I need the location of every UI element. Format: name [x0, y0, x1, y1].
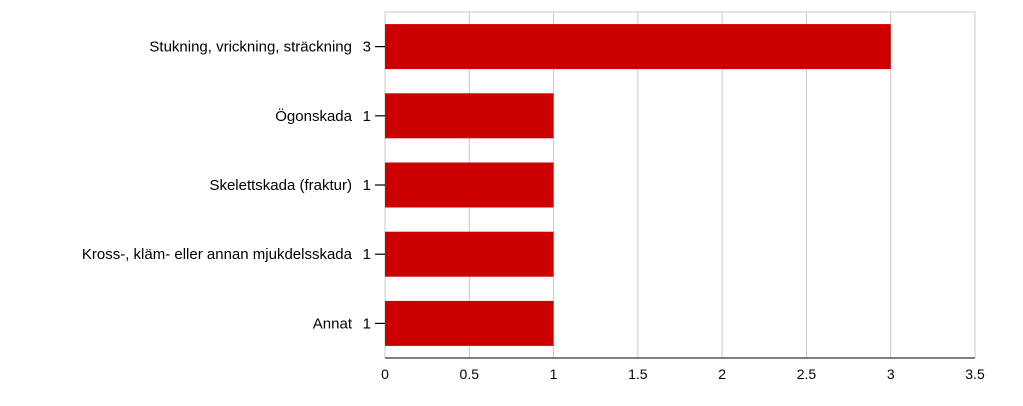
bar: [385, 93, 554, 139]
category-label: Kross-, kläm- eller annan mjukdelsskada: [82, 246, 353, 263]
bar-value-label: 1: [363, 315, 371, 332]
x-tick-label: 3.5: [965, 366, 985, 382]
bar-value-label: 3: [363, 39, 371, 56]
x-tick-label: 1: [550, 366, 558, 382]
bars: [385, 24, 891, 346]
x-tick-label: 3: [887, 366, 895, 382]
category-label: Ögonskada: [275, 107, 352, 125]
labels: 0 0.5 1 1.5 2 2.5 3 3.5 3 Stukning, vrickning, st…: [82, 39, 985, 382]
x-tick-label: 0: [381, 366, 389, 382]
grid-lines: [384, 11, 976, 359]
bar-value-label: 1: [363, 108, 371, 125]
category-label: Stukning, vrickning, sträckning: [149, 39, 352, 56]
x-tick-label: 1.5: [628, 366, 648, 382]
x-tick-label: 2: [718, 366, 726, 382]
x-tick-label: 2.5: [797, 366, 817, 382]
bar-value-label: 1: [363, 246, 371, 263]
category-label: Annat: [313, 315, 353, 332]
category-label: Skelettskada (fraktur): [209, 177, 352, 194]
bar-value-label: 1: [363, 177, 371, 194]
bar: [385, 300, 554, 346]
bar: [385, 231, 554, 277]
bar: [385, 24, 891, 70]
x-tick-label: 0.5: [460, 366, 480, 382]
axes: [375, 45, 975, 359]
bar: [385, 162, 554, 208]
